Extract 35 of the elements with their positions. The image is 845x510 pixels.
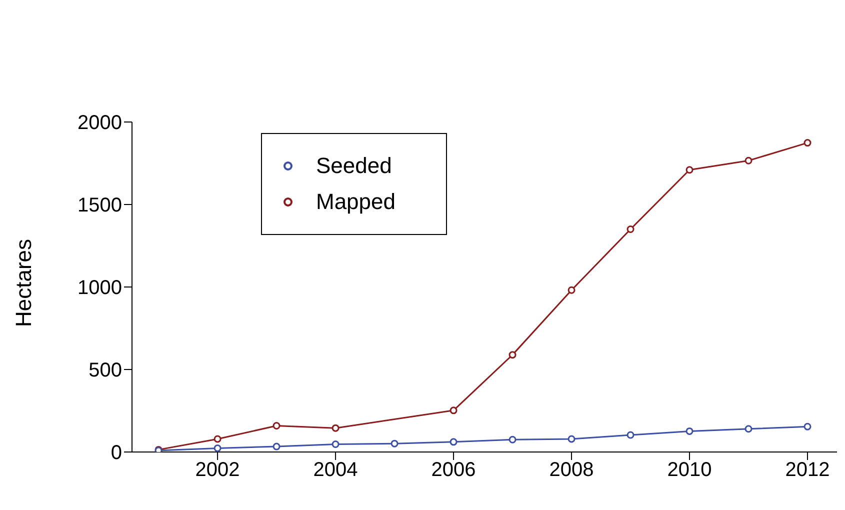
- point: [508, 351, 516, 359]
- point: [744, 425, 752, 433]
- y-axis-title: Hectares: [10, 238, 36, 327]
- point: [332, 440, 340, 448]
- point: [626, 226, 634, 233]
- y-tick-label: 0: [110, 442, 122, 464]
- point: [804, 422, 812, 430]
- x-tick-label: 2002: [195, 459, 240, 482]
- x-tick-label: 2008: [549, 459, 594, 482]
- y-tick-label: 1000: [78, 277, 122, 300]
- point: [332, 424, 340, 432]
- x-tick-label: 2006: [431, 459, 476, 482]
- point: [214, 435, 222, 443]
- point: [626, 431, 634, 439]
- legend-label: Seeded: [316, 152, 392, 180]
- point: [508, 436, 516, 444]
- point: [214, 444, 222, 452]
- point: [450, 438, 458, 446]
- point: [744, 156, 752, 164]
- y-tick-label: 500: [88, 360, 122, 382]
- point: [568, 286, 576, 294]
- x-tick-label: 2010: [667, 459, 712, 482]
- point: [686, 427, 694, 435]
- point: [568, 435, 576, 443]
- y-tick-label: 2000: [78, 112, 122, 134]
- point: [450, 406, 458, 414]
- legend-label: Mapped: [316, 188, 396, 216]
- point: [804, 139, 812, 147]
- x-tick-label: 2004: [313, 459, 358, 482]
- point: [686, 166, 694, 174]
- point: [390, 440, 398, 448]
- point: [272, 442, 280, 450]
- x-tick-label: 2012: [785, 459, 830, 482]
- y-tick-label: 1500: [78, 194, 122, 217]
- point: [272, 422, 280, 430]
